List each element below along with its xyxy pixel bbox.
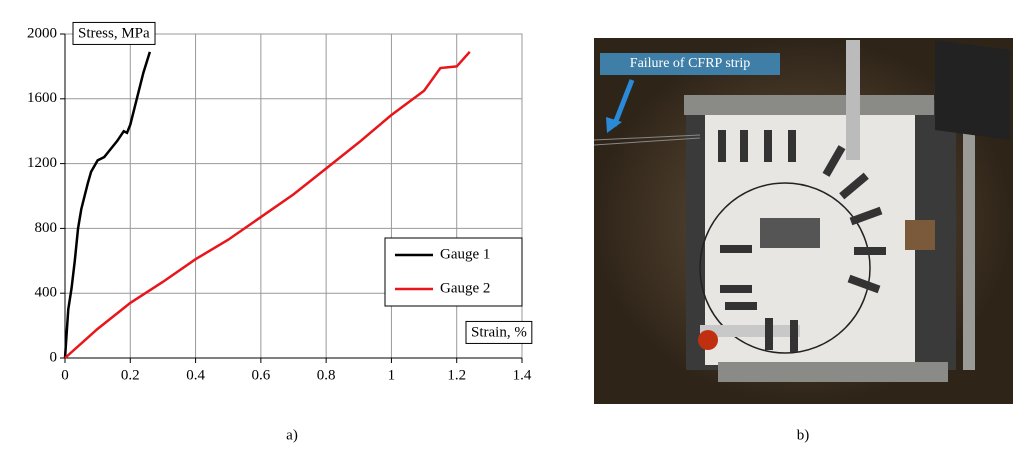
photo: Failure of CFRP strip: [594, 38, 1013, 404]
caption: a): [286, 427, 298, 443]
chart: 0 400 800 1200 1600 2000 0 0.2 0.4 0.6 0.8 1 1.2 1.4 G…: [27, 22, 532, 383]
photo-annotation: Failure of CFRP strip: [630, 56, 750, 71]
y-tick-label: 0: [50, 349, 58, 365]
legend-label: Gauge 2: [440, 280, 490, 296]
x-tick-label: 1.2: [447, 367, 466, 383]
caption: b): [797, 427, 810, 443]
y-tick-label: 800: [35, 220, 58, 236]
x-tick-label: 1.4: [513, 367, 532, 383]
y-tick-label: 400: [35, 285, 58, 301]
legend-label: Gauge 1: [440, 246, 490, 262]
x-axis-label: Strain, %: [471, 324, 527, 340]
x-tick-label: 1: [388, 367, 396, 383]
plot-area: [65, 34, 522, 358]
y-tick-label: 1200: [27, 155, 57, 171]
y-tick-label: 1600: [27, 90, 57, 106]
x-tick-label: 0: [61, 367, 69, 383]
x-tick-label: 0.2: [121, 367, 140, 383]
y-tick-label: 2000: [27, 25, 57, 41]
x-tick-label: 0.4: [186, 367, 205, 383]
x-tick-label: 0.8: [317, 367, 336, 383]
x-tick-label: 0.6: [251, 367, 270, 383]
figure: 0 400 800 1200 1600 2000 0 0.2 0.4 0.6 0.8 1 1.2 1.4 G…: [0, 0, 1027, 446]
y-axis-label: Stress, MPa: [78, 25, 150, 41]
